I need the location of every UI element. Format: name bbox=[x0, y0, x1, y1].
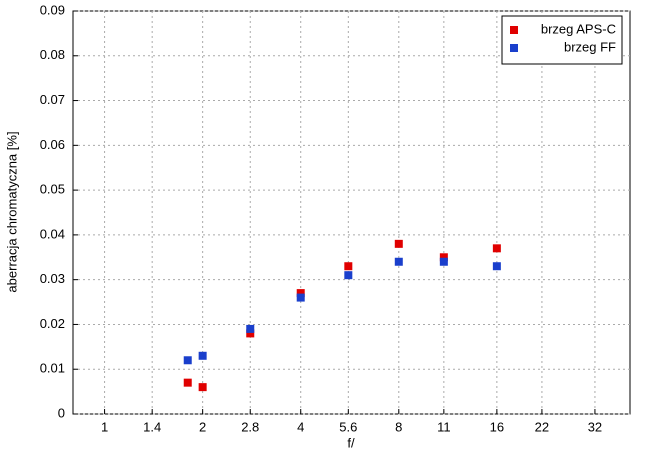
point bbox=[296, 293, 305, 302]
point bbox=[183, 378, 192, 387]
point bbox=[394, 239, 403, 248]
y-tick-label: 0.01 bbox=[40, 361, 65, 376]
y-axis-label: aberracja chromatyczna [%] bbox=[4, 131, 19, 292]
plot-frame bbox=[72, 10, 631, 415]
y-tick-label: 0.05 bbox=[40, 182, 65, 197]
x-tick-label: 11 bbox=[437, 419, 451, 434]
y-tick-label: 0.08 bbox=[40, 47, 65, 62]
y-tick-label: 0.06 bbox=[40, 137, 65, 152]
legend-marker bbox=[510, 26, 518, 34]
y-tick-label: 0.09 bbox=[40, 2, 65, 17]
legend-marker bbox=[510, 44, 518, 52]
point bbox=[183, 356, 192, 365]
point bbox=[246, 324, 255, 333]
point bbox=[394, 257, 403, 266]
point bbox=[492, 244, 501, 253]
x-tick-label: 5.6 bbox=[339, 419, 357, 434]
x-tick-label: 32 bbox=[588, 419, 602, 434]
x-tick-label: 16 bbox=[490, 419, 504, 434]
x-tick-label: 2 bbox=[199, 419, 206, 434]
x-tick-label: 4 bbox=[297, 419, 304, 434]
point bbox=[439, 253, 448, 262]
point bbox=[198, 383, 207, 392]
point bbox=[492, 262, 501, 271]
point bbox=[198, 351, 207, 360]
legend-box bbox=[501, 15, 623, 65]
y-tick-label: 0.04 bbox=[40, 226, 65, 241]
y-tick-label: 0.07 bbox=[40, 92, 65, 107]
point bbox=[246, 329, 255, 338]
y-tick-label: 0.02 bbox=[40, 316, 65, 331]
x-tick-label: 1 bbox=[101, 419, 108, 434]
point bbox=[344, 262, 353, 271]
x-tick-label: 2.8 bbox=[241, 419, 259, 434]
legend-label: brzeg FF bbox=[564, 39, 616, 54]
point bbox=[296, 289, 305, 298]
x-tick-label: 22 bbox=[535, 419, 549, 434]
point bbox=[344, 271, 353, 280]
x-axis-label: f/ bbox=[347, 435, 355, 450]
y-tick-label: 0.03 bbox=[40, 271, 65, 286]
point bbox=[439, 257, 448, 266]
y-tick-label: 0 bbox=[58, 405, 65, 420]
legend-label: brzeg APS-C bbox=[541, 21, 616, 36]
x-tick-label: 8 bbox=[395, 419, 402, 434]
x-tick-label: 1.4 bbox=[143, 419, 161, 434]
